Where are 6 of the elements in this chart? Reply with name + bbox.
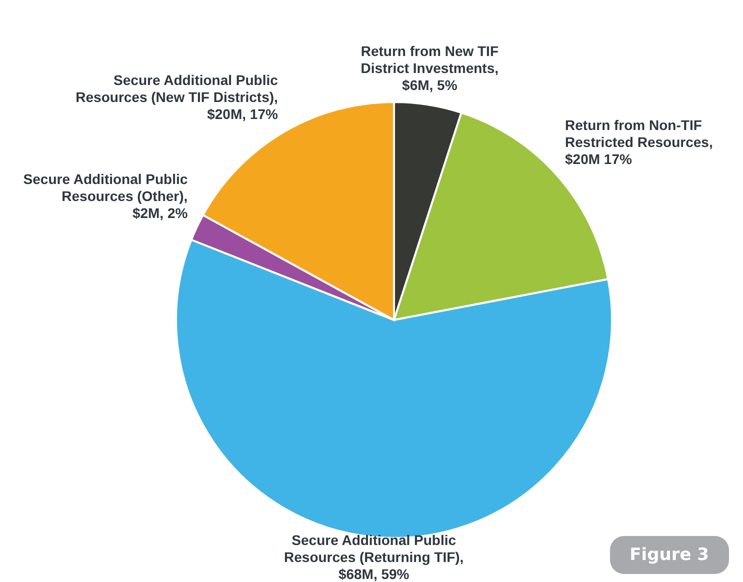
caption: Figure 3	[610, 536, 729, 574]
slice-label: Return from New TIF District Investments, $6M, 5%	[360, 42, 499, 93]
slice-label: Secure Additional Public Resources (Returning TIF), $68M, 59%	[284, 532, 464, 582]
slice-label: Return from Non-TIF Restricted Resources, $20M 17%	[565, 117, 713, 168]
slice-label: Secure Additional Public Resources (New TIF Districts), $20M, 17%	[76, 72, 278, 122]
slice-label: Secure Additional Public Resources (Other), $2M, 2%	[23, 170, 188, 221]
